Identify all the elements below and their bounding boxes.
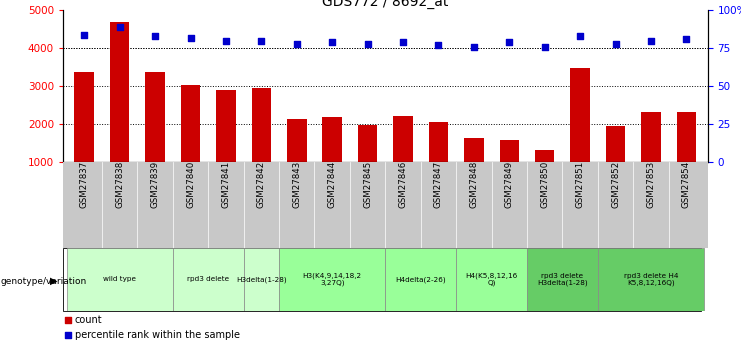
Point [645, 38, 657, 43]
FancyBboxPatch shape [279, 248, 385, 310]
FancyBboxPatch shape [173, 248, 244, 310]
Point [326, 39, 338, 45]
Text: percentile rank within the sample: percentile rank within the sample [75, 331, 239, 340]
Point [220, 38, 232, 43]
Text: H3delta(1-28): H3delta(1-28) [236, 276, 287, 283]
Text: rpd3 delete
H3delta(1-28): rpd3 delete H3delta(1-28) [537, 273, 588, 286]
Bar [145, 72, 165, 200]
Point [503, 39, 515, 45]
Text: H4(K5,8,12,16
Q): H4(K5,8,12,16 Q) [465, 273, 518, 286]
Point [149, 33, 161, 39]
Point [574, 33, 586, 39]
FancyBboxPatch shape [67, 248, 173, 310]
Text: genotype/variation: genotype/variation [1, 277, 87, 286]
Bar [641, 112, 661, 200]
Point [79, 32, 90, 37]
Bar [429, 122, 448, 200]
Text: rpd3 delete H4
K5,8,12,16Q): rpd3 delete H4 K5,8,12,16Q) [624, 273, 678, 286]
Text: rpd3 delete: rpd3 delete [187, 276, 229, 283]
Point [362, 41, 373, 47]
Text: wild type: wild type [103, 276, 136, 283]
Bar [499, 140, 519, 200]
Bar [322, 117, 342, 200]
Point [62, 317, 74, 323]
Bar [75, 72, 94, 200]
Text: ▶: ▶ [50, 276, 58, 286]
Point [113, 24, 125, 30]
FancyBboxPatch shape [244, 248, 279, 310]
FancyBboxPatch shape [385, 248, 456, 310]
Point [539, 44, 551, 50]
Bar [252, 88, 271, 200]
Point [256, 38, 268, 43]
Bar [287, 119, 307, 200]
Bar [216, 90, 236, 200]
Bar [181, 86, 200, 200]
Bar [464, 138, 484, 200]
Point [680, 37, 692, 42]
Bar [110, 22, 130, 200]
Point [185, 35, 196, 40]
Bar [535, 150, 554, 200]
FancyBboxPatch shape [456, 248, 527, 310]
Bar [393, 116, 413, 200]
Bar [358, 125, 377, 200]
Point [290, 41, 302, 47]
Text: H3(K4,9,14,18,2
3,27Q): H3(K4,9,14,18,2 3,27Q) [302, 273, 362, 286]
Bar [571, 68, 590, 200]
Text: H4delta(2-26): H4delta(2-26) [396, 276, 446, 283]
Point [433, 42, 445, 48]
Bar [677, 112, 696, 200]
FancyBboxPatch shape [598, 248, 704, 310]
Point [397, 39, 409, 45]
Point [610, 41, 622, 47]
FancyBboxPatch shape [527, 248, 598, 310]
Point [468, 44, 480, 50]
Text: count: count [75, 315, 102, 325]
Title: GDS772 / 8692_at: GDS772 / 8692_at [322, 0, 448, 9]
Point [62, 333, 74, 338]
Bar [606, 127, 625, 200]
